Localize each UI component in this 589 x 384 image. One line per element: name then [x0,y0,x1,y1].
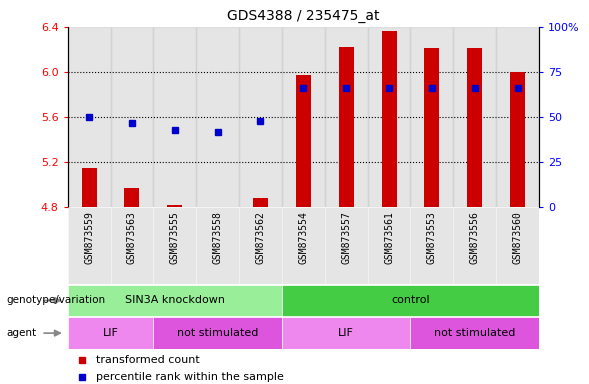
Bar [153,27,196,207]
Text: GSM873558: GSM873558 [213,211,223,264]
Text: SIN3A knockdown: SIN3A knockdown [125,295,225,306]
Title: GDS4388 / 235475_at: GDS4388 / 235475_at [227,9,379,23]
Bar [282,318,411,349]
Bar [368,207,411,284]
Text: GSM873555: GSM873555 [170,211,180,264]
Bar [325,207,368,284]
Text: LIF: LIF [338,328,354,338]
Bar [454,207,496,284]
Bar [68,27,111,207]
Text: not stimulated: not stimulated [177,328,259,338]
Text: GSM873557: GSM873557 [341,211,351,264]
Bar [411,207,454,284]
Text: LIF: LIF [102,328,118,338]
Bar [68,207,111,284]
Bar [68,285,282,316]
Bar [411,318,539,349]
Bar [510,72,525,207]
Bar [111,207,153,284]
Bar [253,199,268,207]
Bar [167,205,183,207]
Bar [239,207,282,284]
Bar [282,27,325,207]
Text: GSM873553: GSM873553 [427,211,437,264]
Text: percentile rank within the sample: percentile rank within the sample [96,372,284,382]
Bar [454,27,496,207]
Text: GSM873559: GSM873559 [84,211,94,264]
Bar [368,27,411,207]
Text: not stimulated: not stimulated [434,328,515,338]
Bar [411,27,454,207]
Bar [296,75,311,207]
Bar [467,48,482,207]
Text: genotype/variation: genotype/variation [6,295,105,306]
Bar [325,27,368,207]
Text: control: control [391,295,430,306]
Bar [68,318,153,349]
Bar [496,27,539,207]
Text: agent: agent [6,328,36,338]
Text: GSM873554: GSM873554 [299,211,308,264]
Text: GSM873561: GSM873561 [384,211,394,264]
Text: transformed count: transformed count [96,355,200,365]
Text: GSM873560: GSM873560 [512,211,522,264]
Bar [153,207,196,284]
Bar [282,285,539,316]
Bar [82,168,97,207]
Bar [382,31,396,207]
Bar [496,207,539,284]
Bar [124,188,140,207]
Bar [424,48,439,207]
Bar [111,27,153,207]
Bar [282,207,325,284]
Bar [339,47,353,207]
Bar [196,207,239,284]
Bar [196,27,239,207]
Text: GSM873562: GSM873562 [256,211,266,264]
Text: GSM873563: GSM873563 [127,211,137,264]
Text: GSM873556: GSM873556 [469,211,479,264]
Bar [239,27,282,207]
Bar [153,318,282,349]
